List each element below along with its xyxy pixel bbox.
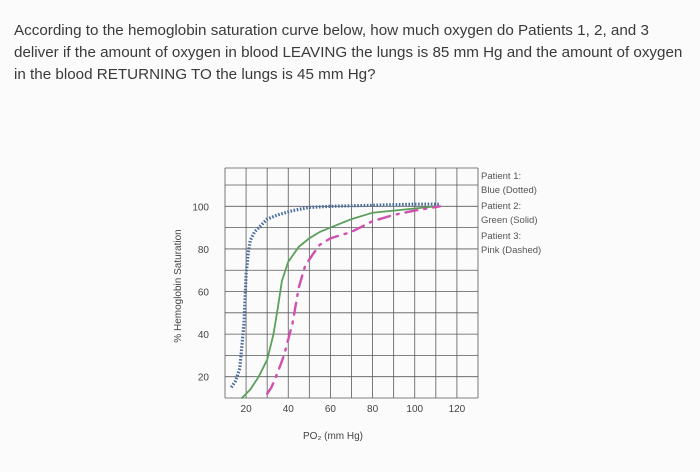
x-tick-label: 120 bbox=[449, 404, 466, 415]
y-tick-label: 100 bbox=[192, 202, 209, 213]
legend-entry-patient-2-style: Green (Solid) bbox=[481, 215, 538, 226]
y-tick-labels: 100 80 60 40 20 bbox=[192, 202, 209, 383]
y-tick-label: 80 bbox=[198, 245, 210, 256]
y-tick-label: 20 bbox=[198, 373, 210, 384]
x-tick-label: 60 bbox=[325, 404, 337, 415]
legend-entry-patient-3-name: Patient 3: bbox=[481, 231, 521, 242]
y-axis-label: % Hemoglobin Saturation bbox=[173, 229, 184, 342]
x-axis-label: PO₂ (mm Hg) bbox=[303, 431, 363, 442]
chart-series bbox=[229, 202, 442, 399]
y-tick-label: 60 bbox=[198, 288, 210, 299]
x-tick-labels: 20 40 60 80 100 120 bbox=[241, 404, 466, 415]
legend-entry-patient-2-name: Patient 2: bbox=[481, 201, 521, 212]
series-line-patient-3 bbox=[266, 205, 442, 395]
legend-entry-patient-1-name: Patient 1: bbox=[481, 171, 521, 182]
x-tick-label: 100 bbox=[406, 404, 423, 415]
x-tick-label: 20 bbox=[241, 404, 253, 415]
series-line-patient-2 bbox=[241, 205, 437, 399]
legend-entry-patient-1-style: Blue (Dotted) bbox=[481, 185, 537, 196]
series-line-patient-1 bbox=[229, 202, 440, 389]
chart-grid bbox=[224, 167, 479, 399]
chart-legend: Patient 1: Blue (Dotted) Patient 2: Green (… bbox=[481, 171, 541, 256]
x-tick-label: 40 bbox=[283, 404, 295, 415]
question-text: According to the hemoglobin saturation c… bbox=[14, 22, 683, 83]
x-tick-label: 80 bbox=[367, 404, 379, 415]
y-tick-label: 40 bbox=[198, 330, 210, 341]
legend-entry-patient-3-style: Pink (Dashed) bbox=[481, 245, 541, 256]
